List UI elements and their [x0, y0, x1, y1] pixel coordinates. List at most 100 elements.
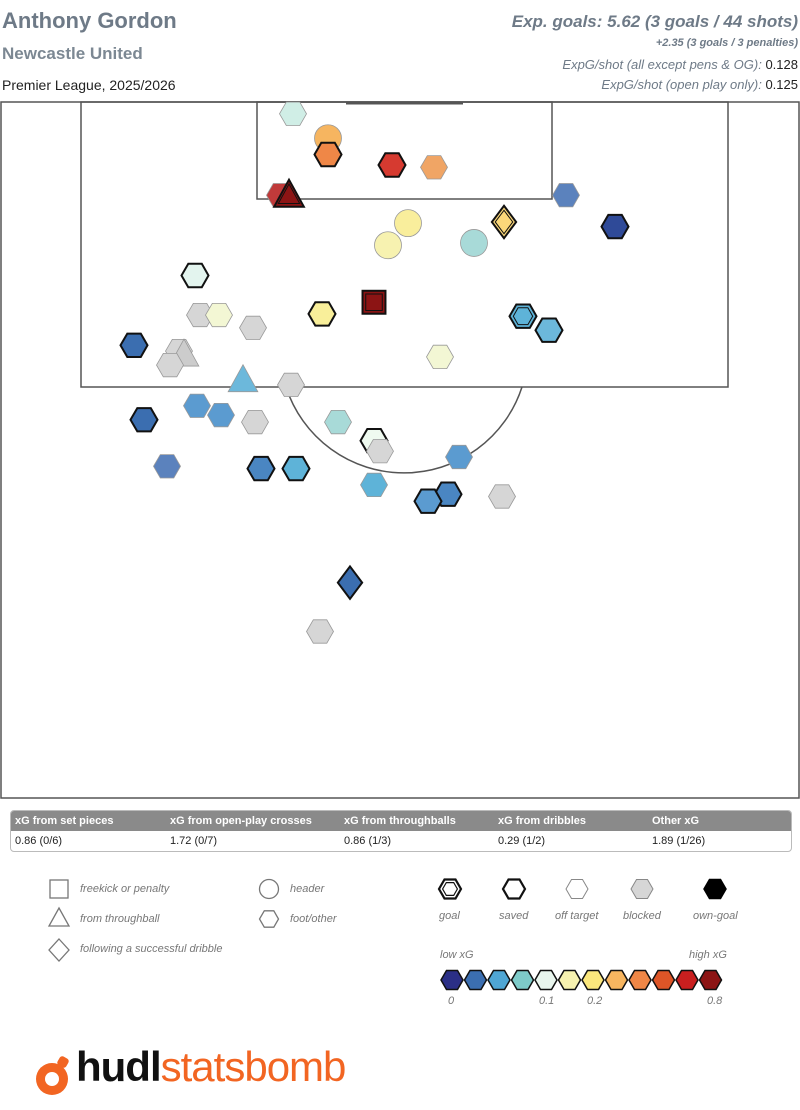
pitch-outline: [0, 101, 800, 799]
legend-goal-label: goal: [439, 910, 460, 922]
shot-marker: [413, 488, 443, 514]
scale-tick-0-1: 0.1: [539, 995, 555, 1007]
shot-marker: [153, 454, 181, 479]
legend-freekick-label: freekick or penalty: [80, 883, 170, 895]
shot-marker: [488, 484, 516, 509]
shot-marker: [361, 289, 387, 315]
shot-foot-off: [445, 444, 473, 470]
scale-swatch: [440, 969, 464, 991]
shot-header-off: [460, 229, 488, 257]
shot-foot-saved: [600, 213, 630, 240]
shot-marker: [420, 155, 448, 180]
pitch-lines: [0, 101, 800, 799]
scale-swatch: [675, 969, 699, 991]
breakdown-label: xG from dribbles: [498, 815, 587, 827]
legend-throughball-label: from throughball: [80, 913, 160, 925]
shot-marker: [313, 141, 343, 168]
breakdown-label: xG from set pieces: [15, 815, 114, 827]
goal-legend-inner: [441, 882, 459, 896]
shot-marker: [119, 332, 149, 358]
shot-foot-saved: [377, 152, 407, 178]
shot-marker: [600, 213, 630, 240]
logo-hudl: hudl: [76, 1043, 162, 1090]
shot-marker: [180, 262, 210, 289]
legend-off-target-label: off target: [555, 910, 599, 922]
shot-foot-saved: [313, 141, 343, 168]
breakdown-set-pieces: xG from set pieces 0.86 (0/6): [11, 811, 171, 851]
breakdown-other: Other xG 1.89 (1/26): [648, 811, 791, 851]
shot-marker: [377, 152, 407, 178]
shot-marker: [207, 402, 235, 428]
shot-marker: [307, 301, 337, 327]
shot-marker: [272, 177, 306, 208]
shot-foot-off: [426, 344, 454, 370]
stat-value: 0.128: [765, 57, 798, 72]
shot-header-off: [394, 209, 422, 238]
shot-marker: [366, 439, 394, 464]
off-target-legend-icon: [565, 879, 589, 899]
shot-marker: [426, 344, 454, 370]
scale-swatch: [510, 969, 535, 991]
goal-legend-icon: [437, 878, 463, 900]
throughball-legend-icon: [47, 906, 71, 927]
shot-marker: [279, 101, 307, 126]
scale-swatch: [557, 969, 582, 991]
scale-swatch: [604, 969, 629, 991]
hudl-statsbomb-logo: hudlstatsbomb: [30, 1043, 347, 1100]
shot-dribble-goal: [490, 204, 518, 240]
shot-marker: [129, 407, 159, 433]
shot-marker: [241, 409, 269, 435]
shot-foot-saved: [129, 407, 159, 433]
breakdown-throughballs: xG from throughballs 0.86 (1/3): [340, 811, 500, 851]
scale-high-label: high xG: [689, 949, 727, 961]
shot-foot-off: [420, 155, 448, 180]
breakdown-crosses: xG from open-play crosses 1.72 (0/7): [166, 811, 326, 851]
legend-own-goal-label: own-goal: [693, 910, 738, 922]
shot-marker: [306, 619, 334, 644]
xg-total: Exp. goals: 5.62 (3 goals / 44 shots): [511, 12, 798, 31]
shot-foot-blocked: [277, 372, 305, 397]
breakdown-value: 0.86 (1/3): [344, 835, 392, 847]
breakdown-dribbles: xG from dribbles 0.29 (1/2): [494, 811, 654, 851]
shot-marker: [277, 372, 305, 397]
shot-foot-saved: [534, 317, 564, 343]
shot-foot-off: [360, 472, 388, 498]
shot-map: [0, 101, 800, 799]
shot-marker: [156, 352, 184, 378]
team-name: Newcastle United: [2, 44, 143, 63]
competition-label: Premier League, 2025/2026: [2, 77, 176, 93]
shot-marker: [186, 302, 214, 328]
shot-marker: [445, 444, 473, 470]
logo-statsbomb: statsbomb: [160, 1043, 347, 1090]
scale-swatch: [628, 969, 652, 991]
xg-breakdown-table: xG from set pieces 0.86 (0/6) xG from op…: [10, 810, 792, 852]
shot-marker: [239, 315, 267, 340]
stat-label: ExpG/shot (all except pens & OG):: [562, 57, 762, 72]
shot-marker: [227, 363, 259, 393]
breakdown-value: 1.89 (1/26): [652, 835, 706, 847]
shot-header-off: [374, 231, 402, 260]
breakdown-value: 1.72 (0/7): [170, 835, 218, 847]
shot-marker: [490, 204, 518, 240]
scale-swatch: [581, 969, 605, 991]
shot-marker: [336, 564, 364, 601]
shot-throughball-off: [227, 363, 259, 393]
legend-saved-label: saved: [499, 910, 529, 922]
shot-marker: [360, 472, 388, 498]
goal-inner-ring: [494, 209, 514, 235]
shot-throughball-goal: [272, 177, 306, 208]
legend-outcomes: [437, 878, 727, 900]
shot-foot-off: [552, 183, 580, 208]
saved-legend-icon: [501, 878, 527, 900]
goal-inner-ring: [277, 183, 301, 204]
xg-per-shot-non-pen: ExpG/shot (all except pens & OG): 0.128: [562, 57, 798, 72]
breakdown-value: 0.86 (0/6): [15, 835, 63, 847]
scale-swatch: [534, 969, 558, 991]
xg-color-scale: [440, 969, 723, 991]
breakdown-label: xG from open-play crosses: [170, 815, 312, 827]
freekick-legend-icon: [49, 879, 69, 899]
xg-per-shot-open-play: ExpG/shot (open play only): 0.125: [601, 77, 798, 92]
shot-marker: [394, 209, 422, 238]
legend-foot-label: foot/other: [290, 913, 337, 925]
shot-marker: [460, 229, 488, 257]
